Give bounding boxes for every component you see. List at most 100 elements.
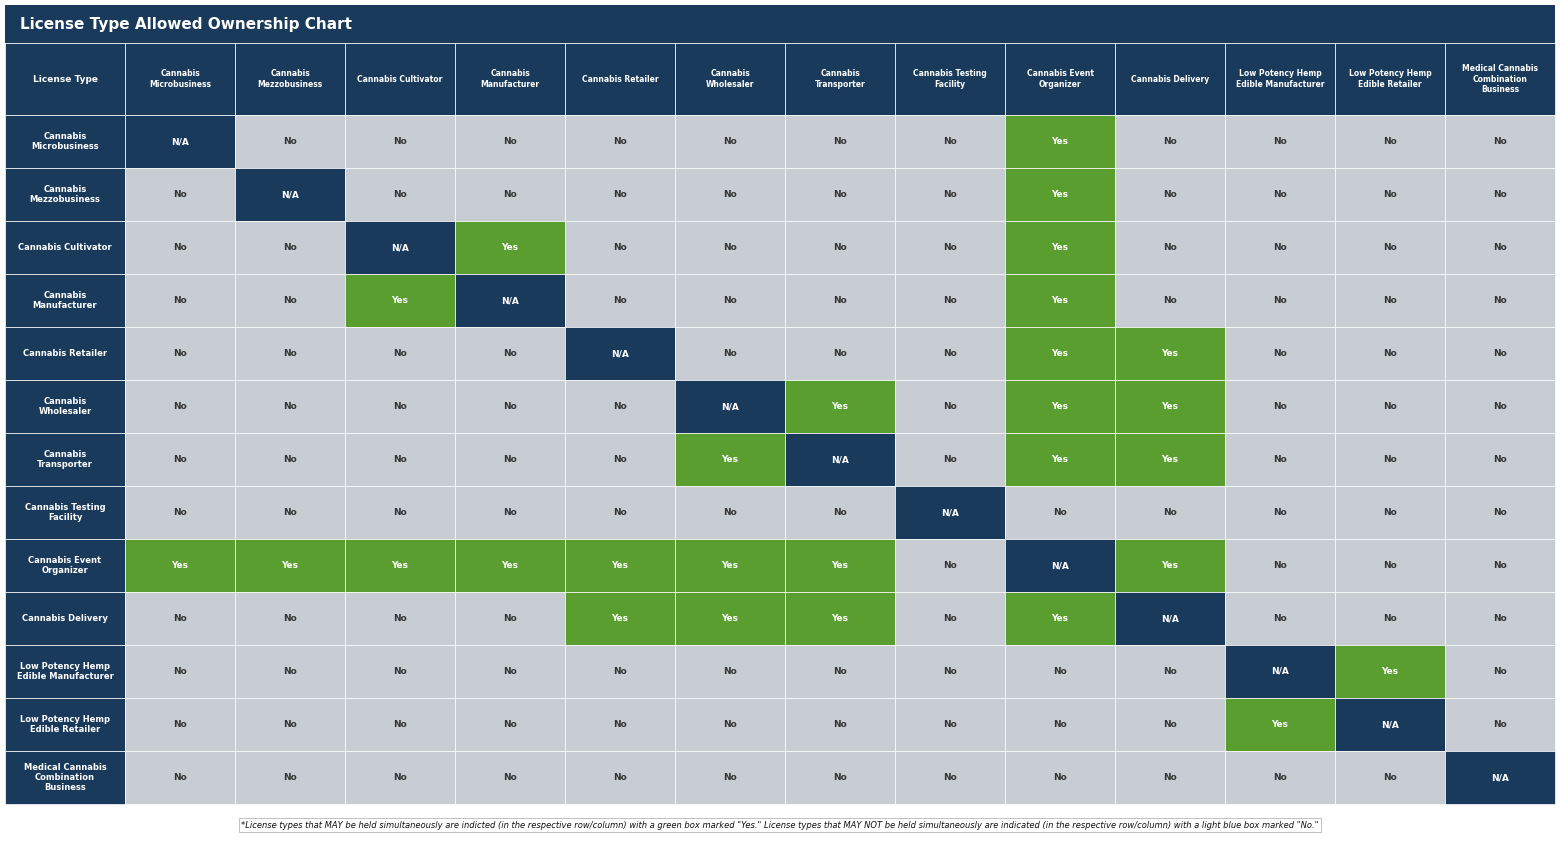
FancyBboxPatch shape <box>785 168 895 221</box>
FancyBboxPatch shape <box>236 645 345 698</box>
FancyBboxPatch shape <box>236 486 345 539</box>
FancyBboxPatch shape <box>456 327 565 380</box>
FancyBboxPatch shape <box>236 751 345 804</box>
Text: No: No <box>833 349 847 358</box>
FancyBboxPatch shape <box>456 380 565 433</box>
Text: No: No <box>833 137 847 146</box>
FancyBboxPatch shape <box>1445 115 1555 168</box>
Text: No: No <box>282 720 296 729</box>
FancyBboxPatch shape <box>5 433 125 486</box>
Text: No: No <box>724 508 736 517</box>
FancyBboxPatch shape <box>345 168 456 221</box>
Text: No: No <box>833 667 847 676</box>
Text: No: No <box>1273 561 1287 570</box>
Text: No: No <box>1053 720 1067 729</box>
FancyBboxPatch shape <box>1335 115 1445 168</box>
Text: No: No <box>282 508 296 517</box>
FancyBboxPatch shape <box>1445 327 1555 380</box>
Text: No: No <box>1493 243 1507 252</box>
FancyBboxPatch shape <box>675 168 785 221</box>
FancyBboxPatch shape <box>675 698 785 751</box>
FancyBboxPatch shape <box>236 539 345 592</box>
Text: No: No <box>944 137 956 146</box>
FancyBboxPatch shape <box>1115 539 1225 592</box>
Text: No: No <box>1384 296 1396 305</box>
FancyBboxPatch shape <box>5 5 1555 43</box>
FancyBboxPatch shape <box>1005 486 1115 539</box>
FancyBboxPatch shape <box>895 168 1005 221</box>
FancyBboxPatch shape <box>456 274 565 327</box>
Text: No: No <box>724 720 736 729</box>
FancyBboxPatch shape <box>675 221 785 274</box>
Text: No: No <box>173 349 187 358</box>
FancyBboxPatch shape <box>1225 592 1335 645</box>
Text: No: No <box>1384 455 1396 464</box>
Text: Yes: Yes <box>1162 561 1178 570</box>
Text: No: No <box>833 773 847 782</box>
FancyBboxPatch shape <box>345 751 456 804</box>
FancyBboxPatch shape <box>785 645 895 698</box>
Text: No: No <box>1053 773 1067 782</box>
Text: No: No <box>1384 349 1396 358</box>
Text: No: No <box>504 349 516 358</box>
Text: No: No <box>1273 243 1287 252</box>
FancyBboxPatch shape <box>1225 486 1335 539</box>
FancyBboxPatch shape <box>236 327 345 380</box>
Text: Yes: Yes <box>1051 190 1069 199</box>
FancyBboxPatch shape <box>456 43 565 115</box>
Text: Cannabis Testing
Facility: Cannabis Testing Facility <box>913 69 987 89</box>
Text: Yes: Yes <box>1162 455 1178 464</box>
FancyBboxPatch shape <box>1225 380 1335 433</box>
FancyBboxPatch shape <box>236 43 345 115</box>
Text: No: No <box>1384 561 1396 570</box>
Text: Cannabis
Manufacturer: Cannabis Manufacturer <box>33 291 97 310</box>
Text: No: No <box>944 667 956 676</box>
Text: No: No <box>944 190 956 199</box>
FancyBboxPatch shape <box>1335 592 1445 645</box>
Text: Yes: Yes <box>831 561 849 570</box>
Text: Yes: Yes <box>1051 614 1069 623</box>
Text: N/A: N/A <box>941 508 959 517</box>
Text: Yes: Yes <box>612 561 629 570</box>
FancyBboxPatch shape <box>895 698 1005 751</box>
Text: Cannabis
Wholesaler: Cannabis Wholesaler <box>705 69 753 89</box>
Text: Cannabis
Wholesaler: Cannabis Wholesaler <box>39 397 92 416</box>
FancyBboxPatch shape <box>1225 433 1335 486</box>
FancyBboxPatch shape <box>895 115 1005 168</box>
FancyBboxPatch shape <box>125 433 236 486</box>
Text: N/A: N/A <box>721 402 739 411</box>
Text: No: No <box>173 402 187 411</box>
Text: No: No <box>724 349 736 358</box>
Text: Yes: Yes <box>831 614 849 623</box>
FancyBboxPatch shape <box>345 115 456 168</box>
Text: Cannabis Cultivator: Cannabis Cultivator <box>357 74 443 84</box>
FancyBboxPatch shape <box>1005 115 1115 168</box>
FancyBboxPatch shape <box>125 168 236 221</box>
FancyBboxPatch shape <box>1225 751 1335 804</box>
Text: No: No <box>613 773 627 782</box>
FancyBboxPatch shape <box>5 327 125 380</box>
FancyBboxPatch shape <box>1115 327 1225 380</box>
Text: N/A: N/A <box>1381 720 1399 729</box>
FancyBboxPatch shape <box>5 592 125 645</box>
Text: No: No <box>282 455 296 464</box>
FancyBboxPatch shape <box>456 221 565 274</box>
FancyBboxPatch shape <box>345 486 456 539</box>
Text: No: No <box>393 455 407 464</box>
FancyBboxPatch shape <box>675 327 785 380</box>
FancyBboxPatch shape <box>785 43 895 115</box>
Text: Yes: Yes <box>501 243 518 252</box>
Text: No: No <box>1384 243 1396 252</box>
FancyBboxPatch shape <box>1225 115 1335 168</box>
Text: No: No <box>1053 508 1067 517</box>
FancyBboxPatch shape <box>125 221 236 274</box>
Text: No: No <box>504 402 516 411</box>
Text: No: No <box>1273 455 1287 464</box>
FancyBboxPatch shape <box>456 486 565 539</box>
FancyBboxPatch shape <box>236 115 345 168</box>
Text: No: No <box>1493 349 1507 358</box>
Text: Yes: Yes <box>1162 402 1178 411</box>
Text: No: No <box>504 137 516 146</box>
Text: Medical Cannabis
Combination
Business: Medical Cannabis Combination Business <box>1462 64 1538 94</box>
FancyBboxPatch shape <box>1445 751 1555 804</box>
